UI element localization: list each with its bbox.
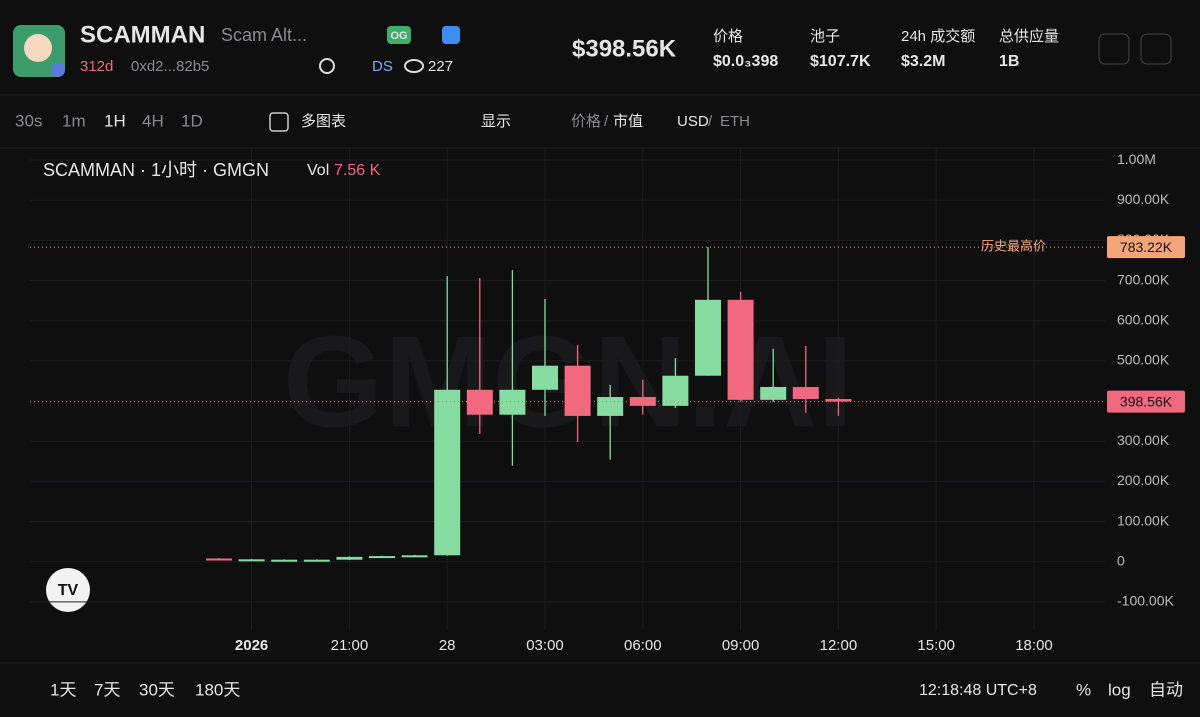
stat-value: $107.7K	[810, 53, 871, 70]
candle-body	[597, 397, 624, 416]
volume-value: 7.56 K	[334, 162, 381, 179]
candle-body	[434, 389, 461, 556]
candle-body	[401, 555, 428, 558]
price: $398.56K	[572, 35, 677, 62]
verify-icon[interactable]	[442, 26, 460, 44]
candle-body	[792, 386, 819, 400]
percent-toggle[interactable]: %	[1076, 680, 1091, 699]
stat-value: $0.0₃398	[713, 53, 778, 70]
multi-chart[interactable]: 多图表	[301, 113, 346, 130]
price-line-text: 历史最高价	[981, 239, 1046, 254]
volume-label: Vol	[307, 162, 329, 179]
candle-body	[238, 559, 265, 562]
y-tick-label: 100.00K	[1117, 512, 1170, 528]
tv-logo	[46, 568, 90, 612]
x-tick-label: 12:00	[820, 637, 858, 654]
interval[interactable]: 4H	[142, 111, 164, 130]
candle-body	[499, 389, 526, 415]
address[interactable]: 0xd2...82b5	[131, 58, 209, 75]
range-button[interactable]: 7天	[94, 680, 120, 699]
y-tick-label: 700.00K	[1117, 271, 1170, 287]
y-tick-label: 1.00M	[1117, 151, 1156, 167]
search-icon[interactable]	[319, 58, 335, 74]
range-button[interactable]: 30天	[139, 680, 175, 699]
price-tag	[1107, 236, 1185, 259]
candle-body	[466, 389, 493, 415]
avatar-face	[24, 34, 52, 62]
range-button[interactable]: 180天	[195, 680, 240, 699]
y-tick-label: 600.00K	[1117, 311, 1170, 327]
separator: /	[708, 113, 713, 130]
tv-logo-text: TV	[58, 582, 79, 599]
y-tick-label: 900.00K	[1117, 191, 1170, 207]
watchers: 227	[428, 58, 453, 75]
button[interactable]	[1098, 33, 1130, 65]
price-tag-label: 783.22K	[1120, 239, 1173, 255]
x-tick-label: 03:00	[526, 637, 564, 654]
x-tick-label: 28	[439, 637, 456, 654]
mcap-toggle[interactable]: 市值	[613, 113, 643, 130]
candle-body	[271, 559, 298, 562]
y-tick-label: 200.00K	[1117, 472, 1170, 488]
log-toggle[interactable]: log	[1108, 680, 1131, 699]
eth-toggle[interactable]: ETH	[720, 113, 750, 130]
chart-title: SCAMMAN · 1小时 · GMGN	[43, 160, 269, 180]
interval[interactable]: 1m	[62, 111, 86, 130]
chain-icon	[51, 63, 65, 77]
candle-body	[303, 559, 330, 562]
candle-body	[727, 299, 754, 400]
price-tag	[1107, 390, 1185, 413]
stat-value: $3.2M	[901, 53, 945, 70]
candle-body	[564, 365, 591, 416]
clock: 12:18:48 UTC+8	[919, 682, 1037, 699]
x-tick-label: 06:00	[624, 637, 662, 654]
y-tick-label: 0	[1117, 552, 1125, 568]
candle-body	[662, 375, 689, 406]
candle-body	[369, 556, 395, 559]
separator: /	[604, 113, 609, 130]
interval[interactable]: 1D	[181, 111, 203, 130]
eye-icon	[404, 59, 424, 73]
y-tick-label: -100.00K	[1117, 593, 1174, 609]
price-tag-label: 398.56K	[1120, 393, 1173, 409]
candle-body	[825, 399, 852, 402]
candle-body	[336, 556, 363, 560]
candle-body	[206, 558, 232, 561]
stat-value: 1B	[999, 53, 1019, 70]
stat-label: 池子	[810, 28, 840, 45]
price-toggle[interactable]: 价格	[571, 113, 601, 130]
candle-body	[760, 386, 787, 400]
ds-link[interactable]: DS	[372, 58, 393, 75]
display-menu[interactable]: 显示	[481, 113, 511, 130]
og-text: OG	[390, 30, 407, 42]
x-tick-label: 09:00	[722, 637, 760, 654]
stat-label: 总供应量	[999, 27, 1059, 45]
token-name: Scam Alt...	[221, 25, 307, 45]
usd-toggle[interactable]: USD	[677, 113, 709, 130]
interval[interactable]: 30s	[15, 111, 42, 130]
auto-toggle[interactable]: 自动	[1149, 680, 1183, 699]
button[interactable]	[1140, 33, 1172, 65]
x-tick-label: 15:00	[917, 637, 955, 654]
y-tick-label: 500.00K	[1117, 352, 1170, 368]
checkbox[interactable]	[269, 112, 289, 132]
x-tick-label: 2026	[235, 637, 268, 654]
stat-label: 24h 成交额	[901, 27, 975, 45]
x-tick-label: 21:00	[331, 637, 369, 654]
stat-label: 价格	[713, 28, 743, 45]
x-tick-label: 18:00	[1015, 637, 1053, 654]
y-tick-label: 300.00K	[1117, 432, 1170, 448]
candle-body	[532, 365, 558, 390]
candle-body	[695, 299, 721, 376]
symbol: SCAMMAN	[80, 21, 205, 48]
range-button[interactable]: 1天	[50, 680, 76, 699]
og-badge	[387, 26, 411, 44]
age: 312d	[80, 58, 113, 75]
interval[interactable]: 1H	[104, 111, 126, 130]
